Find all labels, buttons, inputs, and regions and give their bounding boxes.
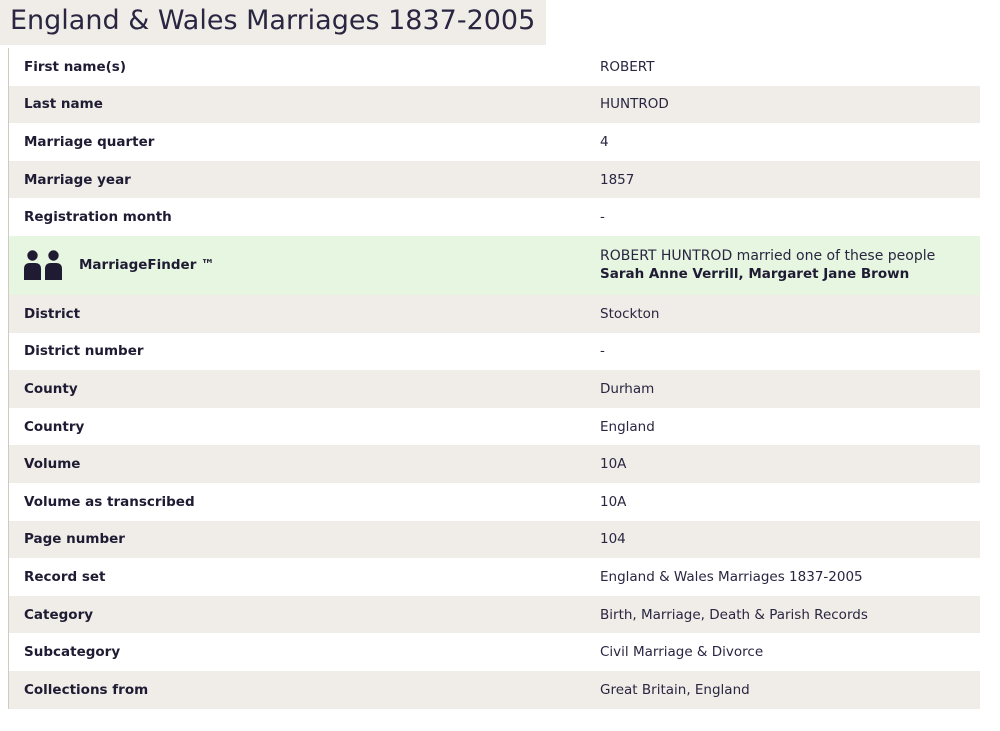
field-value: - [600,343,605,360]
table-row: Volume 10A [9,445,980,483]
table-row: Subcategory Civil Marriage & Divorce [9,633,980,671]
marriage-finder-label: MarriageFinder ™ [79,257,215,274]
table-row: County Durham [9,370,980,408]
table-row: Marriage year 1857 [9,160,980,199]
field-label: Marriage year [24,171,131,188]
table-row: Page number 104 [9,520,980,559]
table-row: Registration month - [9,198,980,236]
table-row: District number - [9,333,980,371]
field-label: Page number [24,531,125,548]
field-label: Registration month [24,209,172,226]
field-value: Birth, Marriage, Death & Parish Records [600,606,868,623]
field-value: Great Britain, England [600,681,750,698]
field-label: Record set [24,568,106,585]
table-row: District Stockton [9,294,980,333]
marriage-finder-label-cell: MarriageFinder ™ [9,250,600,281]
page-title: England & Wales Marriages 1837-2005 [10,5,536,36]
table-row: Record set England & Wales Marriages 183… [9,558,980,596]
record-table: First name(s) ROBERT Last name HUNTROD M… [8,48,980,709]
table-row: Last name HUNTROD [9,85,980,124]
field-label: Marriage quarter [24,133,155,150]
field-value: Civil Marriage & Divorce [600,644,764,661]
two-people-icon [24,250,62,281]
field-value: Stockton [600,305,660,322]
two-people-icon-svg [24,250,62,281]
field-label: Collections from [24,681,149,698]
marriage-finder-value: ROBERT HUNTROD married one of these peop… [600,247,980,283]
field-label: Subcategory [24,644,121,661]
title-bar: England & Wales Marriages 1837-2005 [0,0,546,45]
marriage-finder-sentence: ROBERT HUNTROD married one of these peop… [600,248,936,265]
table-row: Collections from Great Britain, England [9,670,980,709]
field-value: HUNTROD [600,96,669,113]
field-label: First name(s) [24,58,127,75]
field-value: ROBERT [600,58,655,75]
field-value: 104 [600,531,626,548]
field-value: 1857 [600,171,635,188]
field-label: Category [24,606,94,623]
field-label: County [24,380,78,397]
field-label: District [24,305,81,322]
field-value: Durham [600,380,655,397]
field-value: 10A [600,493,627,510]
field-label: Country [24,418,85,435]
field-label: Volume as transcribed [24,493,195,510]
marriage-finder-spouses-link[interactable]: Sarah Anne Verrill, Margaret Jane Brown [600,266,910,283]
field-label: Last name [24,96,103,113]
table-row: Category Birth, Marriage, Death & Parish… [9,595,980,634]
table-row: Marriage quarter 4 [9,123,980,161]
table-row: Country England [9,408,980,446]
table-row: First name(s) ROBERT [9,48,980,86]
field-label: Volume [24,456,81,473]
field-value: England & Wales Marriages 1837-2005 [600,568,863,585]
table-row: Volume as transcribed 10A [9,483,980,521]
field-value: 10A [600,456,627,473]
field-label: District number [24,343,144,360]
field-value: - [600,209,605,226]
field-value: England [600,418,655,435]
field-value: 4 [600,133,609,150]
marriage-finder-row[interactable]: MarriageFinder ™ ROBERT HUNTROD married … [9,235,980,295]
